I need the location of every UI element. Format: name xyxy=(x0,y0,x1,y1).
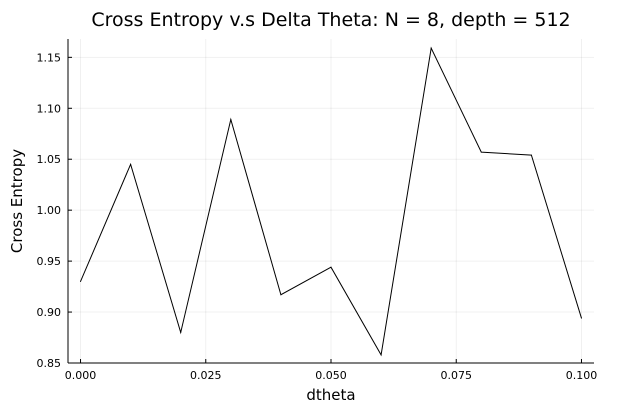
x-tick-label: 0.025 xyxy=(190,369,222,382)
data-point xyxy=(380,354,382,356)
data-point xyxy=(530,154,532,156)
data-point xyxy=(130,163,132,165)
y-tick-label: 1.10 xyxy=(37,102,62,115)
x-tick-label: 0.000 xyxy=(65,369,97,382)
data-point xyxy=(430,47,432,49)
ticks: 0.000 0.025 0.050 0.075 0.100 0.85 0.90 0.95 1.0… xyxy=(37,51,598,382)
y-tick-label: 0.95 xyxy=(37,255,62,268)
data-point xyxy=(180,331,182,333)
data-point xyxy=(80,280,82,282)
data-point xyxy=(580,317,582,319)
chart-title: Cross Entropy v.s Delta Theta: N = 8, de… xyxy=(91,9,570,31)
y-tick-label: 1.15 xyxy=(37,51,62,64)
series xyxy=(80,46,582,357)
y-tick-label: 1.00 xyxy=(37,204,62,217)
x-axis-label: dtheta xyxy=(306,386,355,404)
y-tick-label: 1.05 xyxy=(37,153,62,166)
data-point xyxy=(230,118,232,120)
x-tick-label: 0.100 xyxy=(566,369,598,382)
data-point xyxy=(280,294,282,296)
x-tick-label: 0.075 xyxy=(440,369,472,382)
data-point xyxy=(330,266,332,268)
y-axis-label: Cross Entropy xyxy=(8,149,26,253)
y-tick-label: 0.85 xyxy=(37,357,62,370)
data-point xyxy=(480,151,482,153)
x-tick-label: 0.050 xyxy=(315,369,347,382)
y-tick-label: 0.90 xyxy=(37,306,62,319)
